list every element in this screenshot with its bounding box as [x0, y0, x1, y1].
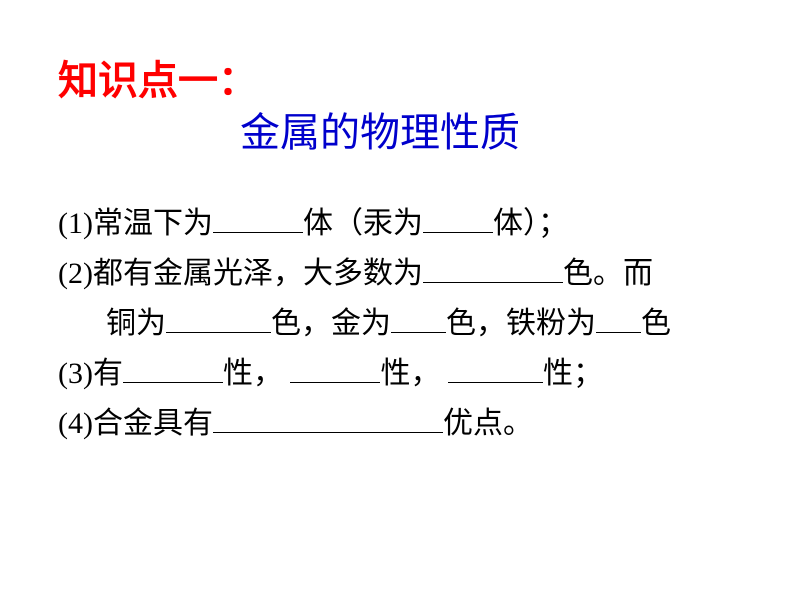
list-item: (3)有 性， 性， 性；	[58, 350, 736, 398]
text-fragment: (2)都有金属光泽，大多数为	[58, 257, 423, 290]
list-item: (4)合金具有 优点。	[58, 400, 736, 448]
text-fragment: (3)有	[58, 357, 123, 390]
blank-fill	[213, 403, 443, 433]
blank-fill	[391, 303, 446, 333]
text-fragment: 体）；	[493, 207, 568, 240]
blank-fill	[423, 253, 563, 283]
blank-fill	[123, 353, 223, 383]
blank-fill	[448, 353, 543, 383]
text-fragment: 色。而	[563, 257, 653, 290]
blank-fill	[166, 303, 271, 333]
text-fragment: 色	[641, 307, 671, 340]
list-item: 铜为 色，金为 色，铁粉为 色	[58, 300, 736, 348]
text-fragment: 体（汞为	[303, 207, 423, 240]
blank-fill	[290, 353, 380, 383]
text-fragment: 优点。	[443, 407, 533, 440]
text-fragment: 性；	[543, 357, 603, 390]
text-fragment: 性，	[223, 357, 283, 390]
text-fragment: (4)合金具有	[58, 407, 213, 440]
content-body: (1)常温下为 体（汞为 体）； (2)都有金属光泽，大多数为 色。而 铜为 色，金为 色…	[58, 200, 736, 450]
text-fragment: 铜为	[106, 307, 166, 340]
page-title: 金属的物理性质	[240, 100, 520, 158]
text-fragment: 色，金为	[271, 307, 391, 340]
text-fragment: 色，铁粉为	[446, 307, 596, 340]
list-item: (2)都有金属光泽，大多数为 色。而	[58, 250, 736, 298]
blank-fill	[596, 303, 641, 333]
text-fragment: 性，	[380, 357, 440, 390]
list-item: (1)常温下为 体（汞为 体）；	[58, 200, 736, 248]
blank-fill	[213, 203, 303, 233]
blank-fill	[423, 203, 493, 233]
text-fragment: (1)常温下为	[58, 207, 213, 240]
section-label: 知识点一：	[58, 48, 258, 106]
